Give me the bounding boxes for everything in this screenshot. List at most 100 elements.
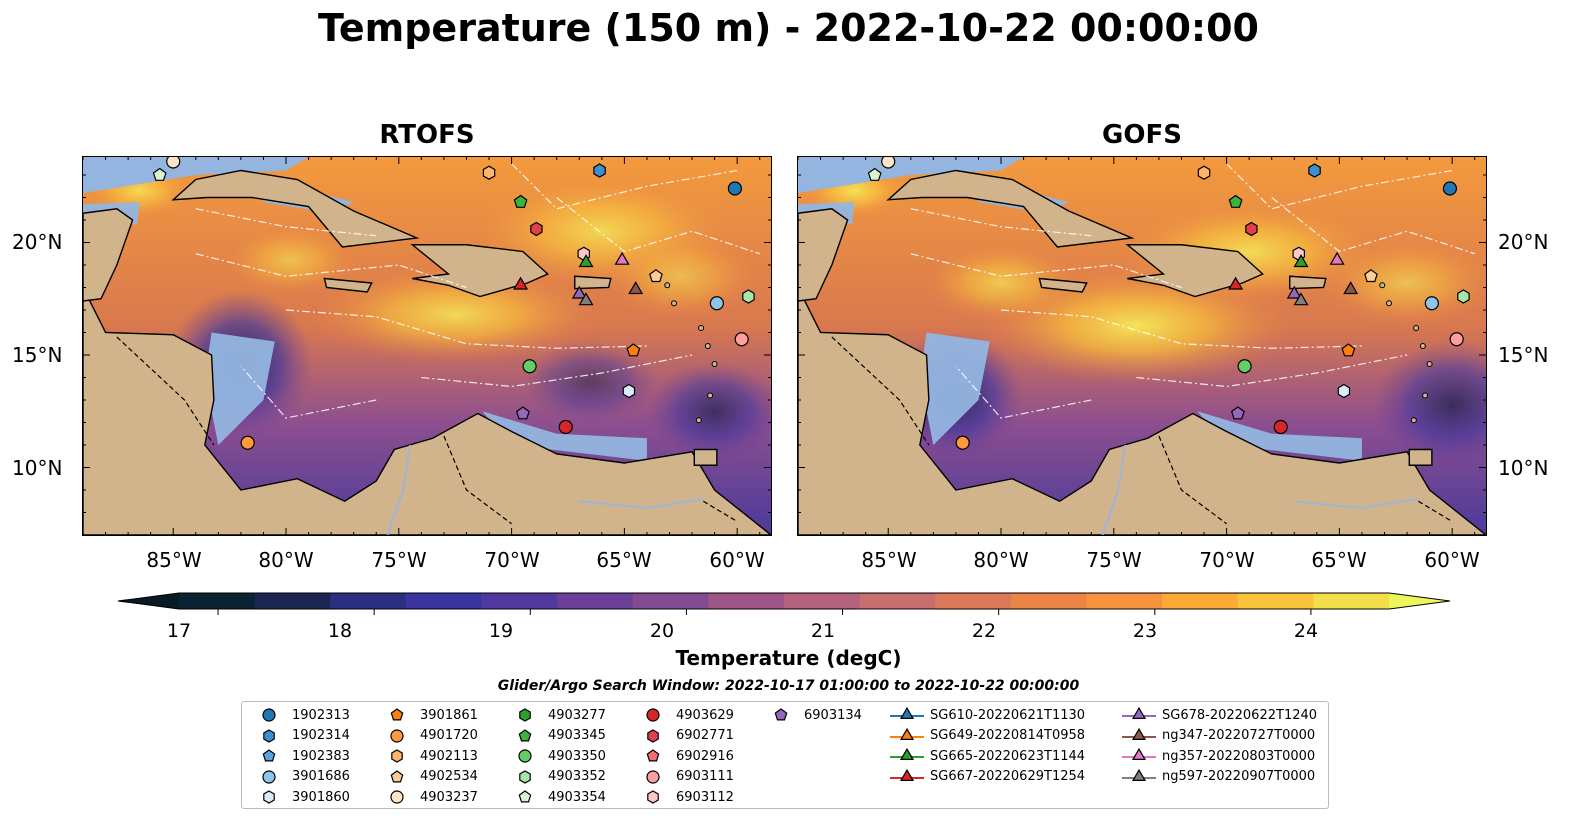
cold-water-region bbox=[1373, 341, 1486, 468]
island bbox=[711, 361, 718, 367]
legend-item: 6902771 bbox=[634, 726, 734, 746]
land-central-america bbox=[83, 287, 771, 535]
legend-item: 4903237 bbox=[378, 787, 478, 807]
shallow-shelf bbox=[204, 332, 275, 445]
lat-label-10n-left: 10°N bbox=[12, 456, 63, 480]
marker-4902113 bbox=[1197, 165, 1211, 180]
lat-label-10n-right: 10°N bbox=[1498, 456, 1549, 480]
marker-4903629 bbox=[1273, 419, 1288, 435]
panel-title-rtofs: RTOFS bbox=[379, 120, 475, 150]
search-window-text: Glider/Argo Search Window: 2022-10-17 01… bbox=[497, 678, 1080, 694]
legend-label: 3901686 bbox=[292, 769, 350, 784]
map-rtofs[interactable] bbox=[82, 156, 772, 536]
legend-marker-pentagon bbox=[262, 749, 276, 762]
island bbox=[707, 392, 714, 399]
shallow-shelf bbox=[482, 411, 647, 461]
river bbox=[1294, 498, 1419, 510]
lon-label-60w-right: 60°W bbox=[1424, 548, 1480, 572]
legend-item: 4902534 bbox=[378, 767, 478, 787]
legend-item: SG678-20220622T1240 bbox=[1120, 705, 1317, 725]
land-jamaica bbox=[323, 277, 373, 293]
lon-label-65w-right: 65°W bbox=[1311, 548, 1367, 572]
colorbar-tick-21: 21 bbox=[810, 620, 836, 642]
legend-label: 6903111 bbox=[676, 769, 734, 784]
legend-label: ng357-20220803T0000 bbox=[1162, 748, 1316, 764]
legend-item: SG665-20220623T1144 bbox=[888, 746, 1085, 766]
lon-label-85w-right: 85°W bbox=[861, 548, 917, 572]
marker-6902771 bbox=[1245, 221, 1258, 237]
colorbar-band bbox=[935, 593, 1012, 609]
legend-item: 4903350 bbox=[506, 746, 606, 766]
legend-label: ng347-20220727T0000 bbox=[1162, 728, 1316, 743]
colorbar-band bbox=[632, 593, 709, 609]
legend-marker-circle bbox=[262, 708, 276, 722]
island bbox=[704, 343, 711, 349]
land-cuba bbox=[171, 169, 420, 248]
marker-6903134 bbox=[1230, 406, 1245, 420]
lat-label-20n-right: 20°N bbox=[1498, 230, 1549, 254]
colorbar-tick-17: 17 bbox=[166, 620, 192, 642]
land-puerto-rico bbox=[1289, 275, 1327, 290]
country-border bbox=[1158, 435, 1227, 525]
legend-label: 6903112 bbox=[676, 789, 734, 805]
eez-boundary bbox=[556, 197, 760, 255]
legend-item: SG667-20220629T1254 bbox=[888, 767, 1085, 787]
eez-boundary bbox=[1000, 309, 1362, 349]
land-cuba bbox=[886, 169, 1135, 248]
warm-water-region bbox=[601, 231, 760, 322]
map-gofs[interactable] bbox=[797, 156, 1487, 536]
legend-item: 4903352 bbox=[506, 767, 606, 787]
colorbar-tick-24: 24 bbox=[1293, 620, 1319, 642]
colorbar-band bbox=[557, 593, 634, 609]
warm-water-region bbox=[922, 242, 1080, 324]
marker-4901720 bbox=[240, 435, 255, 450]
marker-1902313 bbox=[1442, 181, 1458, 196]
lat-label-15n-left: 15°N bbox=[12, 343, 63, 367]
legend-item: 6903112 bbox=[634, 787, 734, 807]
legend-label: 4903352 bbox=[548, 769, 606, 784]
country-border bbox=[443, 435, 512, 525]
island bbox=[1426, 361, 1433, 367]
legend-marker-triangle bbox=[1131, 706, 1147, 719]
eez-boundary bbox=[240, 365, 377, 419]
lon-label-75w-right: 75°W bbox=[1086, 548, 1142, 572]
lon-label-85w-left: 85°W bbox=[146, 548, 202, 572]
land-yucatan bbox=[83, 208, 134, 302]
legend-label: 6902771 bbox=[676, 728, 734, 743]
marker-4903629 bbox=[558, 419, 573, 435]
legend-marker-circle bbox=[390, 790, 404, 804]
marker-ng357-20220803T0000 bbox=[1329, 251, 1345, 265]
legend-marker-triangle bbox=[1131, 768, 1147, 781]
legend-label: 4903354 bbox=[548, 789, 606, 805]
shallow-shelf bbox=[798, 157, 1024, 193]
marker-4901720 bbox=[955, 435, 970, 450]
legend-marker-pentagon bbox=[390, 708, 404, 721]
eez-boundary bbox=[195, 208, 377, 237]
marker-6903111 bbox=[734, 332, 749, 347]
marker-1902314 bbox=[593, 163, 606, 178]
legend-item: 1902313 bbox=[250, 705, 350, 725]
island bbox=[695, 417, 702, 424]
shallow-shelf bbox=[83, 157, 309, 193]
legend-marker-circle bbox=[646, 708, 660, 722]
legend-item: 6902916 bbox=[634, 746, 734, 766]
warm-water-region bbox=[308, 265, 602, 364]
marker-3901860 bbox=[622, 383, 636, 399]
legend-marker-triangle bbox=[899, 747, 915, 760]
marker-4903237 bbox=[881, 157, 896, 169]
legend-marker-hexagon bbox=[519, 708, 531, 722]
legend-item: 1902383 bbox=[250, 746, 350, 766]
marker-4903352 bbox=[1457, 289, 1470, 304]
marker-3901686 bbox=[1424, 296, 1439, 311]
eez-boundary bbox=[955, 365, 1092, 419]
legend-marker-circle bbox=[646, 769, 660, 784]
marker-4903345 bbox=[513, 194, 528, 208]
lon-label-70w-right: 70°W bbox=[1199, 548, 1255, 572]
island bbox=[1386, 300, 1393, 307]
legend-label: 4903350 bbox=[548, 748, 606, 764]
legend-label: SG665-20220623T1144 bbox=[930, 748, 1086, 764]
marker-6902771 bbox=[530, 221, 543, 237]
lon-label-65w-left: 65°W bbox=[596, 548, 652, 572]
eez-boundary bbox=[910, 208, 1092, 237]
river bbox=[579, 498, 704, 510]
